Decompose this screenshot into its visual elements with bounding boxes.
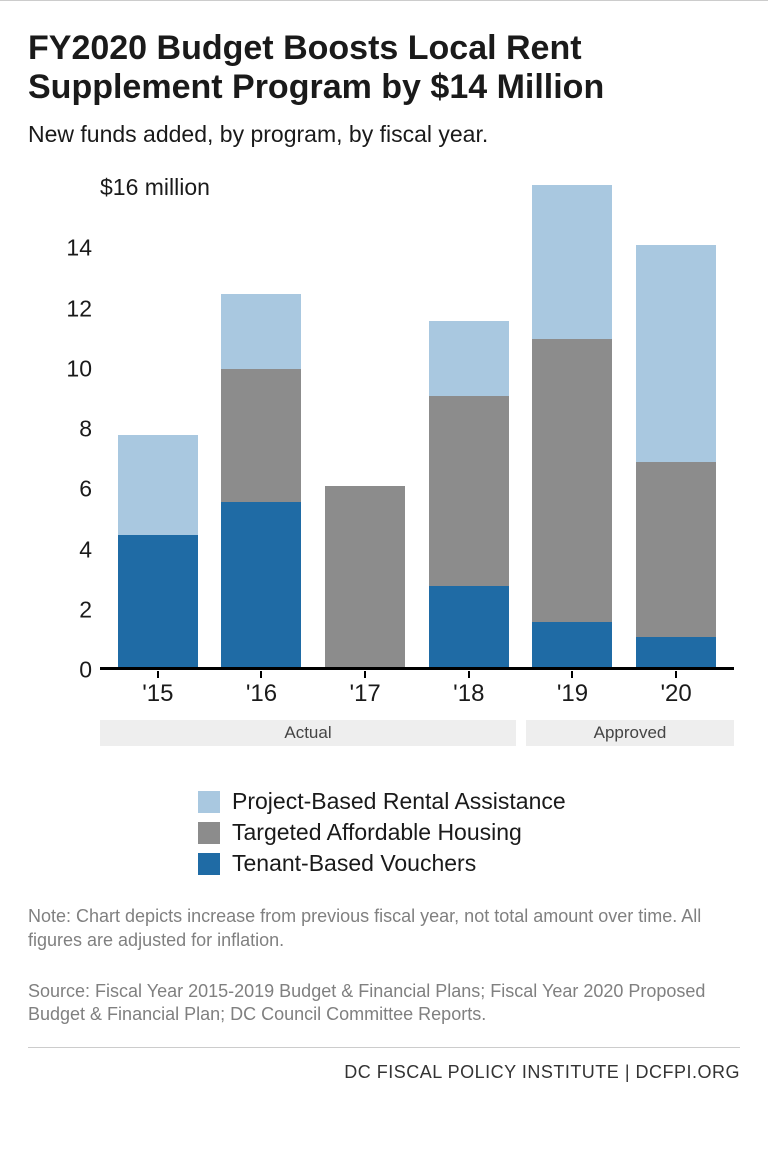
x-tick-label: '19 — [532, 674, 612, 714]
chart-container: FY2020 Budget Boosts Local Rent Suppleme… — [0, 0, 768, 1083]
chart-area: $16 million 02468101214 '15'16'17'18'19'… — [40, 174, 734, 714]
y-tick-label: 6 — [79, 476, 92, 503]
y-tick-label: 0 — [79, 657, 92, 684]
bar-segment-tenant — [429, 586, 509, 667]
legend-label: Tenant-Based Vouchers — [232, 850, 476, 877]
legend-label: Project-Based Rental Assistance — [232, 788, 566, 815]
bar-segment-targeted — [532, 339, 612, 622]
bar — [532, 185, 612, 667]
y-tick-label: 14 — [66, 235, 92, 262]
y-tick-label: 2 — [79, 596, 92, 623]
chart-subtitle: New funds added, by program, by fiscal y… — [28, 121, 740, 148]
y-tick-label: 4 — [79, 536, 92, 563]
bar-segment-targeted — [221, 369, 301, 502]
group-label-approved: Approved — [526, 720, 734, 746]
x-tick-label: '18 — [429, 674, 509, 714]
x-tick-mark — [157, 671, 159, 678]
chart-note: Note: Chart depicts increase from previo… — [28, 905, 740, 952]
bar-segment-tenant — [636, 637, 716, 667]
legend-swatch — [198, 822, 220, 844]
bar-segment-targeted — [636, 462, 716, 637]
bar-segment-targeted — [325, 486, 405, 667]
y-tick-label: 10 — [66, 355, 92, 382]
y-tick-label: 12 — [66, 295, 92, 322]
legend-item: Project-Based Rental Assistance — [198, 788, 740, 815]
bar-segment-tenant — [532, 622, 612, 667]
bar — [221, 294, 301, 668]
plot-region — [100, 188, 734, 670]
x-axis-ticks: '15 '16 '17 '18 '19 '20 — [100, 674, 734, 714]
legend-swatch — [198, 853, 220, 875]
bar — [118, 435, 198, 667]
x-tick-label: '16 — [221, 674, 301, 714]
legend-label: Targeted Affordable Housing — [232, 819, 522, 846]
bar-segment-project — [118, 435, 198, 534]
x-tick-mark — [260, 671, 262, 678]
bars-group — [100, 188, 734, 667]
bar-segment-project — [636, 245, 716, 462]
legend-swatch — [198, 791, 220, 813]
chart-source: Source: Fiscal Year 2015-2019 Budget & F… — [28, 980, 740, 1027]
legend-item: Targeted Affordable Housing — [198, 819, 740, 846]
legend: Project-Based Rental Assistance Targeted … — [198, 788, 740, 877]
chart-title: FY2020 Budget Boosts Local Rent Suppleme… — [28, 29, 740, 107]
x-tick-mark — [468, 671, 470, 678]
footer-attribution: DC FISCAL POLICY INSTITUTE | DCFPI.ORG — [28, 1047, 740, 1083]
x-tick-mark — [364, 671, 366, 678]
bar-segment-tenant — [118, 535, 198, 668]
bar-segment-tenant — [221, 502, 301, 668]
legend-item: Tenant-Based Vouchers — [198, 850, 740, 877]
group-label-actual: Actual — [100, 720, 516, 746]
bar-segment-targeted — [429, 396, 509, 586]
bar — [325, 486, 405, 667]
x-tick-mark — [571, 671, 573, 678]
y-tick-label: 8 — [79, 416, 92, 443]
bar-segment-project — [221, 294, 301, 369]
bar-segment-project — [429, 321, 509, 396]
bar — [429, 321, 509, 667]
bar — [636, 245, 716, 667]
x-tick-label: '20 — [636, 674, 716, 714]
x-axis-group-labels: Actual Approved — [100, 720, 734, 746]
x-tick-mark — [675, 671, 677, 678]
x-tick-label: '17 — [325, 674, 405, 714]
bar-segment-project — [532, 185, 612, 339]
x-tick-label: '15 — [118, 674, 198, 714]
